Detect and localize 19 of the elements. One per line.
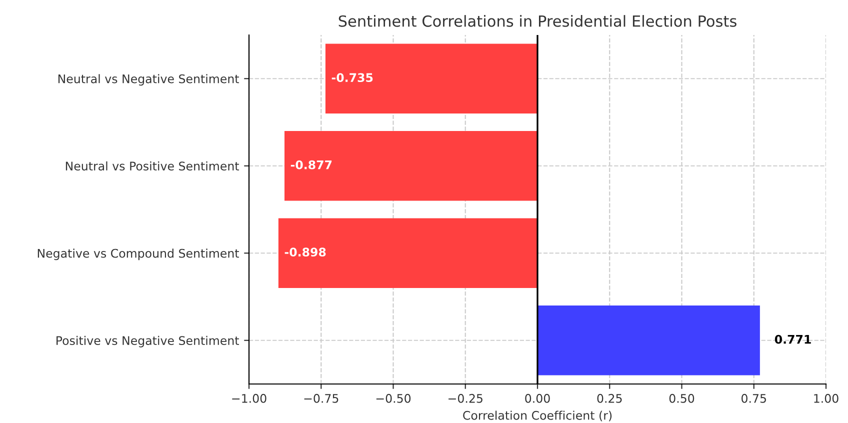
- x-tick-label: 0.75: [742, 394, 766, 403]
- data-label: -0.898: [284, 248, 326, 257]
- y-tick-label: Neutral vs Negative Sentiment: [58, 74, 239, 86]
- chart-title: Sentiment Correlations in Presidential Election Posts: [338, 15, 736, 27]
- y-tick-label: Neutral vs Positive Sentiment: [66, 161, 239, 171]
- x-tick-label: 1.00: [814, 394, 838, 403]
- x-tick-label: −1.00: [232, 394, 266, 403]
- y-tick-label: Negative vs Compound Sentiment: [38, 248, 239, 260]
- x-tick-label: −0.50: [376, 394, 411, 403]
- data-label: -0.735: [332, 73, 373, 82]
- x-tick-label: 0.00: [525, 394, 550, 403]
- x-axis-title: Correlation Coefficient (r): [463, 410, 612, 422]
- data-label: 0.771: [774, 334, 811, 344]
- x-tick-label: −0.75: [304, 394, 338, 403]
- x-tick-label: 0.50: [669, 394, 694, 403]
- x-tick-label: −0.25: [448, 394, 482, 403]
- x-tick-label: 0.25: [597, 394, 622, 403]
- y-tick-label: Positive vs Negative Sentiment: [56, 336, 239, 348]
- data-label: -0.877: [290, 160, 332, 170]
